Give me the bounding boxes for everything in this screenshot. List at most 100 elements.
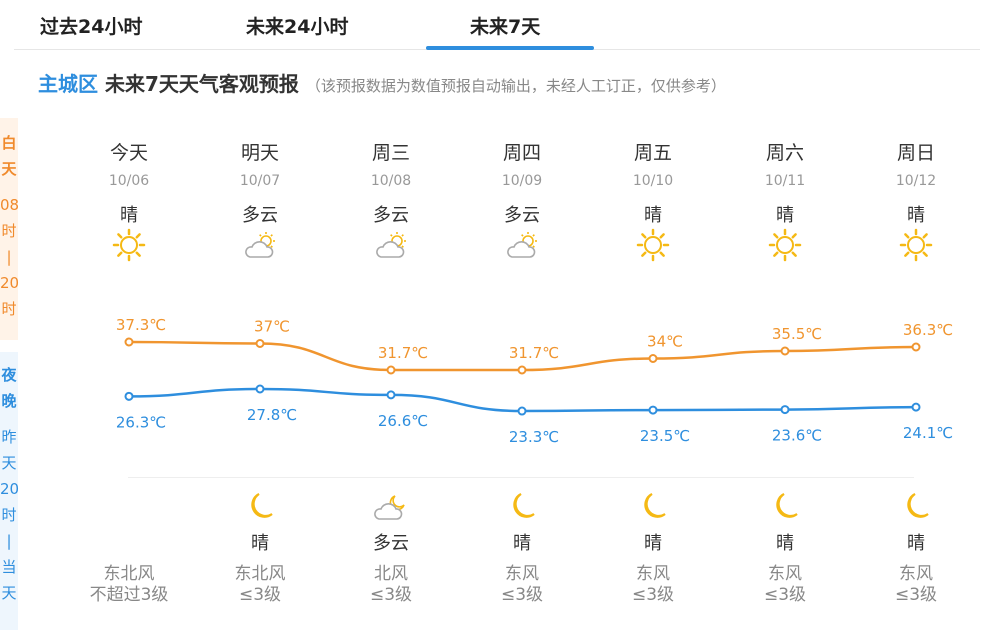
high-temp-label: 34℃ xyxy=(647,333,683,351)
wind-info: 东北风 不超过3级 xyxy=(69,564,189,606)
title-note: （该预报数据为数值预报自动输出，未经人工订正，仅供参考） xyxy=(305,77,726,95)
side-night-title: 夜 xyxy=(1,366,17,384)
day-week: 周四 xyxy=(502,142,541,164)
page-title: 主城区 未来7天天气客观预报 （该预报数据为数值预报自动输出，未经人工订正，仅供… xyxy=(38,68,726,97)
wind-direction: 东北风 xyxy=(234,564,286,584)
day-weather: 晴 xyxy=(644,205,662,226)
side-day-range: 时 xyxy=(1,300,17,318)
day-date: 10/07 xyxy=(239,173,281,189)
day-weather: 多云 xyxy=(373,205,409,226)
tab-next-7d[interactable]: 未来7天 xyxy=(470,16,541,38)
low-temp-label: 26.6℃ xyxy=(378,412,428,430)
day-date: 10/12 xyxy=(895,173,937,189)
sun-icon xyxy=(593,228,713,262)
wind-direction: 东风 xyxy=(636,564,670,584)
high-temp-label: 31.7℃ xyxy=(378,344,428,362)
night-weather: 晴 xyxy=(907,533,925,554)
sun-icon xyxy=(725,228,845,262)
side-day-title: 天 xyxy=(1,160,17,178)
low-temp-point xyxy=(386,390,396,400)
side-day-range: 时 xyxy=(1,222,17,240)
low-temp-label: 24.1℃ xyxy=(903,424,953,442)
high-temp-point xyxy=(124,337,134,347)
wind-level: ≤3级 xyxy=(763,585,807,605)
wind-direction: 东风 xyxy=(899,564,933,584)
low-temp-label: 23.3℃ xyxy=(509,428,559,446)
day-date: 10/11 xyxy=(764,173,806,189)
moon-icon xyxy=(200,490,320,526)
moon-icon xyxy=(856,490,976,526)
wind-info: 东风 ≤3级 xyxy=(462,564,582,606)
side-day-range: 20 xyxy=(0,274,20,292)
low-temp-label: 23.5℃ xyxy=(640,427,690,445)
side-night-range: | xyxy=(6,532,12,550)
side-night-range: 当 xyxy=(1,558,17,576)
day-weather: 多云 xyxy=(242,205,278,226)
wind-info: 北风 ≤3级 xyxy=(331,564,451,606)
high-temp-label: 37℃ xyxy=(254,318,290,336)
low-temp-point xyxy=(255,384,265,394)
cloudy-night-icon xyxy=(331,490,451,526)
wind-info: 东风 ≤3级 xyxy=(856,564,976,606)
cloudy-icon xyxy=(462,228,582,262)
side-day-title: 白 xyxy=(1,134,17,152)
night-weather: 晴 xyxy=(251,533,269,554)
day-weather: 晴 xyxy=(120,205,138,226)
wind-info: 东风 ≤3级 xyxy=(593,564,713,606)
day-week: 周日 xyxy=(896,142,935,164)
high-temp-label: 36.3℃ xyxy=(903,321,953,339)
day-week: 今天 xyxy=(109,142,148,164)
high-temp-point xyxy=(780,346,790,356)
moon-icon xyxy=(462,490,582,526)
wind-direction: 东北风 xyxy=(103,564,155,584)
high-temp-point xyxy=(648,354,658,363)
active-tab-indicator xyxy=(426,46,594,50)
sun-icon xyxy=(69,228,189,262)
area-name: 主城区 xyxy=(38,72,98,96)
side-day-range: 08 xyxy=(0,196,20,214)
day-date: 10/08 xyxy=(370,173,412,189)
side-night-range: 20 xyxy=(0,480,20,498)
tab-next-24h[interactable]: 未来24小时 xyxy=(246,16,349,38)
sun-icon xyxy=(856,228,976,262)
night-weather: 晴 xyxy=(513,533,531,554)
night-weather: 晴 xyxy=(644,533,662,554)
wind-direction: 北风 xyxy=(374,564,408,584)
side-night-range: 天 xyxy=(1,584,17,602)
day-week: 周三 xyxy=(371,142,410,164)
high-temp-point xyxy=(911,342,921,352)
low-temp-label: 26.3℃ xyxy=(116,413,166,431)
day-weather: 晴 xyxy=(907,205,925,226)
day-date: 10/09 xyxy=(501,173,543,189)
day-night-divider xyxy=(128,477,914,478)
moon-icon xyxy=(725,490,845,526)
day-week: 明天 xyxy=(240,142,279,164)
wind-level: 不超过3级 xyxy=(89,585,169,605)
side-night-range: 时 xyxy=(1,506,17,524)
high-temp-point xyxy=(255,339,265,348)
low-temp-point xyxy=(517,406,527,416)
side-night-range: 天 xyxy=(1,454,17,472)
side-night-title: 晚 xyxy=(1,392,17,410)
tab-past-24h[interactable]: 过去24小时 xyxy=(40,16,143,38)
wind-level: ≤3级 xyxy=(369,585,413,605)
moon-icon xyxy=(593,490,713,526)
low-temp-label: 23.6℃ xyxy=(772,427,822,445)
day-weather: 晴 xyxy=(776,205,794,226)
high-temp-label: 37.3℃ xyxy=(116,316,166,334)
low-temp-label: 27.8℃ xyxy=(247,406,297,424)
night-label: 夜晚 昨天 20 时 | 当天 xyxy=(0,352,20,630)
side-day-range: | xyxy=(6,248,12,266)
night-weather: 晴 xyxy=(776,533,794,554)
low-temp-point xyxy=(911,402,921,412)
day-weather: 多云 xyxy=(504,205,540,226)
cloudy-icon xyxy=(200,228,320,262)
daytime-label: 白天 08 时 | 20 时 xyxy=(0,118,20,340)
day-week: 周六 xyxy=(765,142,804,164)
day-week: 周五 xyxy=(633,142,672,164)
high-temp-label: 35.5℃ xyxy=(772,325,822,343)
high-temp-label: 31.7℃ xyxy=(509,344,559,362)
side-night-range: 昨 xyxy=(1,428,17,446)
title-text: 未来7天天气客观预报 xyxy=(104,72,299,96)
